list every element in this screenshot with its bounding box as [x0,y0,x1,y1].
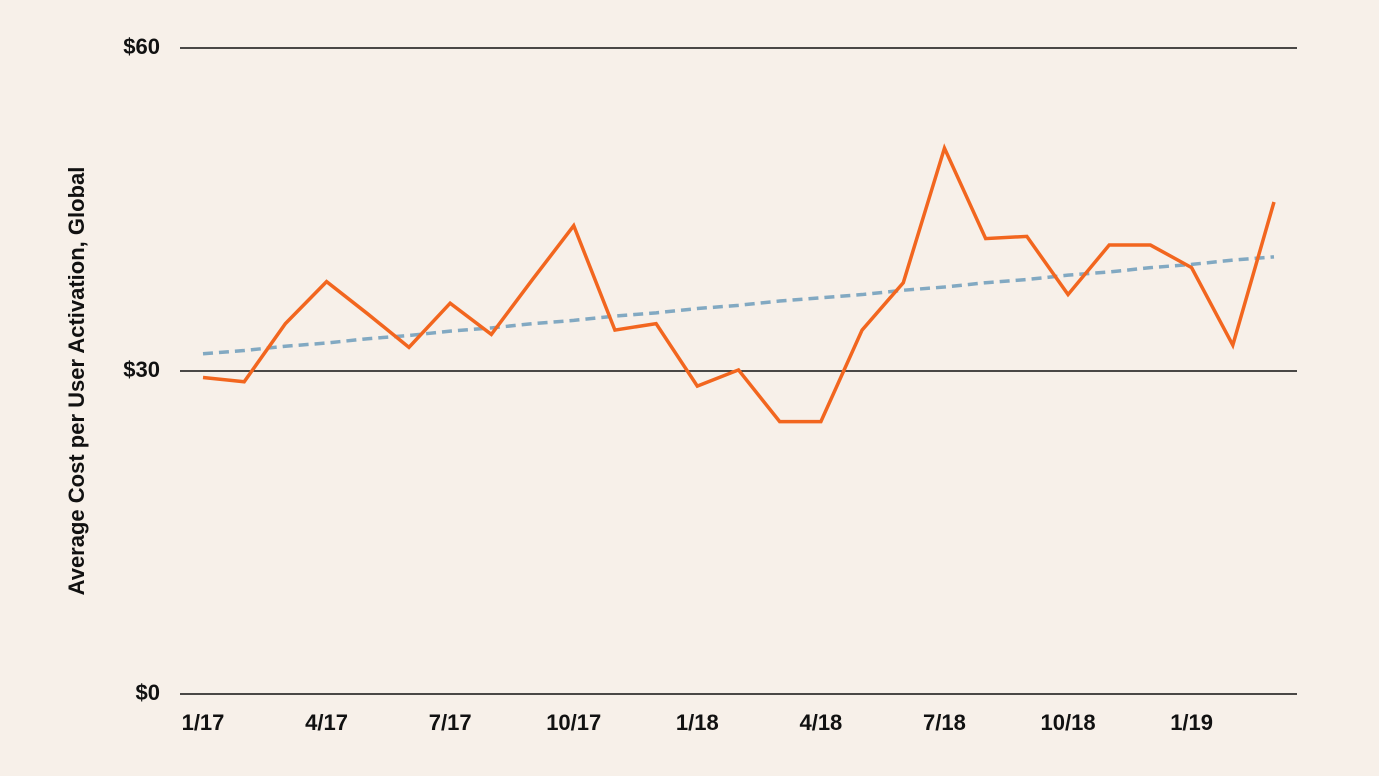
x-tick-label: 10/18 [1041,710,1096,735]
y-tick-label: $30 [123,357,160,382]
x-tick-label: 1/18 [676,710,719,735]
x-tick-label: 1/17 [182,710,225,735]
x-tick-label: 7/18 [923,710,966,735]
y-axis-label: Average Cost per User Activation, Global [64,167,89,596]
y-tick-label: $60 [123,34,160,59]
x-tick-label: 7/17 [429,710,472,735]
data-line [202,143,1276,424]
x-tick-label: 1/19 [1170,710,1213,735]
y-tick-label: $0 [136,680,160,705]
x-tick-label: 4/18 [799,710,842,735]
x-tick-label: 4/17 [305,710,348,735]
trend-line [202,255,1275,356]
x-tick-label: 10/17 [546,710,601,735]
